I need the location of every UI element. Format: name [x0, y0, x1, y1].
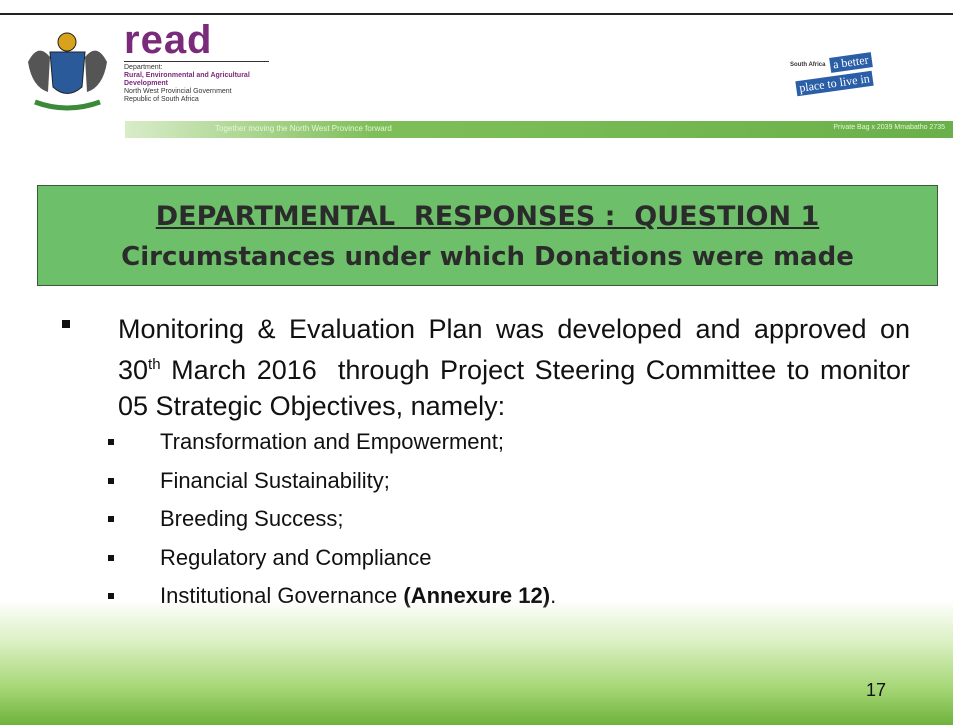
- government: North West Provincial Government: [124, 88, 250, 96]
- badge-line: place to live in: [795, 71, 873, 97]
- dept-name: Development: [124, 80, 168, 87]
- badge-line: a better: [829, 52, 872, 73]
- sub-bullet: Breeding Success;: [108, 504, 556, 543]
- sub-bullet: Regulatory and Compliance: [108, 543, 556, 582]
- badge: South Africa a better place to live in: [790, 42, 915, 112]
- department-block: Department: Rural, Environmental and Agr…: [124, 64, 250, 104]
- page-number: 17: [866, 680, 886, 701]
- sub-bullet: Transformation and Empowerment;: [108, 427, 556, 466]
- subtitle: Circumstances under which Donations were…: [38, 242, 937, 272]
- slide: {"header": {"logo_text": "read", "dept_l…: [0, 0, 953, 725]
- bullet: [62, 320, 70, 328]
- superscript: th: [148, 356, 161, 373]
- grass-footer: [0, 600, 953, 725]
- badge-country: South Africa: [790, 62, 825, 68]
- country: Republic of South Africa: [124, 96, 250, 104]
- main-bullet: Monitoring & Evaluation Plan was develop…: [118, 311, 910, 424]
- rule: [124, 61, 269, 62]
- coat-of-arms: [20, 22, 115, 117]
- top-rule: [0, 13, 953, 15]
- logo-text: read: [124, 18, 213, 62]
- dept-label: Department:: [124, 64, 250, 72]
- address: Private Bag x 2039 Mmabatho 2735: [833, 124, 945, 131]
- sub-bullet: Financial Sustainability;: [108, 466, 556, 505]
- sub-bullets: Transformation and Empowerment;Financial…: [108, 427, 556, 620]
- title: DEPARTMENTAL RESPONSES : QUESTION 1: [38, 201, 937, 232]
- dept-name: Rural, Environmental and Agricultural: [124, 72, 250, 79]
- tagline: Together moving the North West Province …: [215, 124, 392, 133]
- title-box: DEPARTMENTAL RESPONSES : QUESTION 1 Circ…: [37, 185, 938, 286]
- text: March 2016 through Project Steering Comm…: [118, 355, 918, 421]
